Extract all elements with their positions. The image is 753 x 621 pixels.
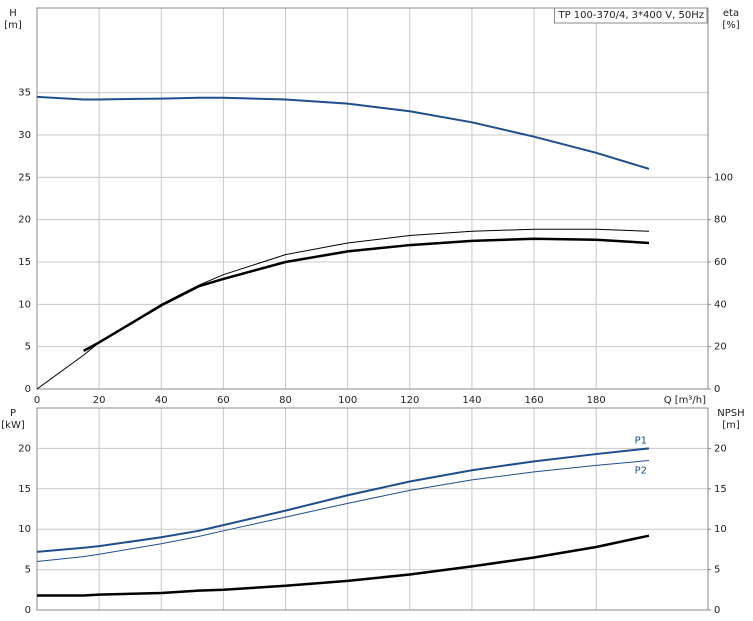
curve (82, 237, 650, 352)
x-axis-label: Q [m³/h] (664, 395, 706, 406)
y2-axis-label: [%] (722, 20, 739, 31)
y2-tick-label: 0 (714, 384, 720, 395)
series-label: P1 (635, 435, 647, 446)
y-tick-label: 15 (18, 484, 31, 495)
title-box (553, 7, 708, 24)
x-tick-label: 80 (279, 395, 292, 406)
y2-tick-label: 60 (714, 257, 727, 268)
curve (36, 95, 650, 170)
x-tick-label: 100 (338, 395, 357, 406)
x-tick-label: 120 (400, 395, 419, 406)
curve (36, 460, 650, 563)
plot-frame (36, 407, 709, 611)
y2-axis-label: NPSH (717, 408, 744, 419)
x-tick-label: 180 (587, 395, 606, 406)
chart-title: TP 100-370/4, 3*400 V, 50Hz (557, 10, 704, 21)
y2-tick-label: 80 (714, 215, 727, 226)
y-tick-label: 25 (18, 172, 31, 183)
y-tick-label: 20 (18, 215, 31, 226)
y2-tick-label: 10 (714, 524, 727, 535)
x-tick-label: 140 (462, 395, 481, 406)
y-tick-label: 10 (18, 299, 31, 310)
y-tick-label: 15 (18, 257, 31, 268)
y2-tick-label: 0 (714, 605, 720, 616)
x-tick-label: 40 (155, 395, 168, 406)
y2-tick-label: 40 (714, 299, 727, 310)
x-tick-label: 20 (93, 395, 106, 406)
x-tick-label: 60 (217, 395, 230, 406)
y2-tick-label: 20 (714, 443, 727, 454)
curve (37, 534, 650, 597)
y-tick-label: 0 (25, 605, 31, 616)
plot-frame (36, 7, 709, 390)
y-tick-label: 20 (18, 443, 31, 454)
y-axis-label: P (10, 408, 16, 419)
y-axis-label: H (9, 8, 17, 19)
y-tick-label: 5 (25, 565, 31, 576)
y-axis-label: [kW] (1, 420, 25, 431)
y2-tick-label: 20 (714, 342, 727, 353)
x-tick-label: 0 (34, 395, 40, 406)
y2-axis-label: eta (723, 8, 739, 19)
curve (36, 447, 650, 553)
y-tick-label: 10 (18, 524, 31, 535)
y2-tick-label: 5 (714, 565, 720, 576)
x-tick-label: 160 (524, 395, 543, 406)
y-axis-label: [m] (4, 20, 22, 31)
y-tick-label: 0 (25, 384, 31, 395)
y2-axis-label: [m] (722, 420, 740, 431)
y2-tick-label: 15 (714, 484, 727, 495)
y2-tick-label: 100 (714, 172, 733, 183)
y-tick-label: 30 (18, 130, 31, 141)
y-tick-label: 5 (25, 342, 31, 353)
y-tick-label: 35 (18, 88, 31, 99)
series-label: P2 (635, 466, 647, 477)
